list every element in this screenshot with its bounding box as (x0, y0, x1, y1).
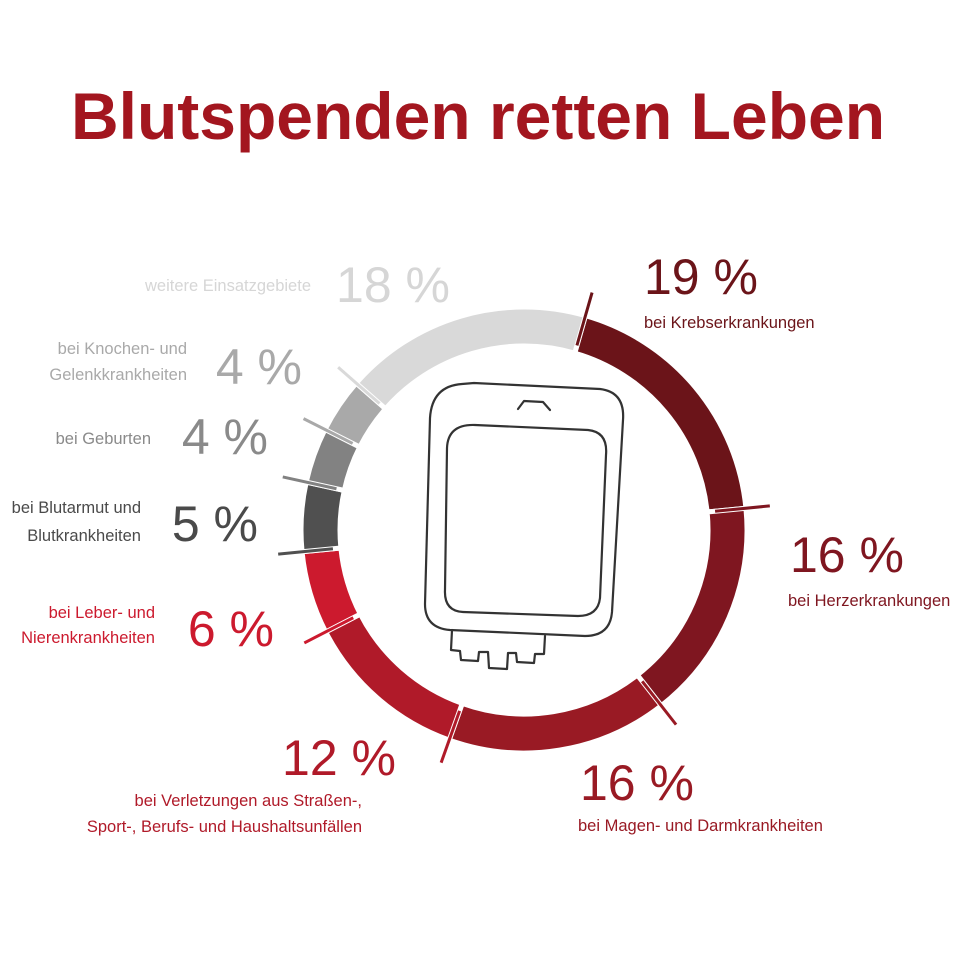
category-label: Gelenkkrankheiten (49, 366, 187, 384)
segment-labels: 19 % bei Krebserkrankungen 16 % bei Herzerk… (12, 249, 951, 836)
category-label: Blutkrankheiten (27, 527, 141, 545)
percent-label: 19 % (644, 249, 758, 305)
percent-label: 18 % (336, 257, 450, 313)
percent-label: 6 % (188, 601, 274, 657)
category-label: bei Krebserkrankungen (644, 314, 815, 332)
category-label: Nierenkrankheiten (21, 629, 155, 647)
category-label: weitere Einsatzgebiete (144, 277, 311, 295)
donut-segment (633, 505, 750, 710)
leader-tick (641, 680, 678, 726)
percent-label: 5 % (172, 496, 258, 552)
category-label: bei Verletzungen aus Straßen-, (135, 792, 362, 810)
leader-tick (302, 417, 354, 445)
donut-segment (298, 479, 348, 555)
leader-tick (575, 292, 594, 346)
donut-ring (298, 304, 750, 756)
donut-segment (352, 304, 589, 413)
category-label: bei Magen- und Darmkrankheiten (578, 817, 823, 835)
blood-bag-icon (423, 381, 625, 671)
donut-segment (571, 312, 749, 515)
percent-label: 4 % (216, 339, 302, 395)
leader-tick (337, 366, 381, 405)
leader-ticks (278, 292, 770, 764)
percent-label: 16 % (790, 527, 904, 583)
percent-label: 16 % (580, 755, 694, 811)
donut-segment (322, 610, 466, 744)
category-label: bei Blutarmut und (12, 499, 141, 517)
leader-tick (303, 616, 354, 645)
leader-tick (278, 547, 334, 556)
category-label: bei Knochen- und (58, 340, 187, 358)
category-label: bei Geburten (56, 430, 151, 448)
leader-tick (439, 710, 462, 764)
leader-tick (282, 475, 337, 491)
category-label: bei Leber- und (49, 604, 155, 622)
leader-tick (714, 504, 770, 513)
percent-label: 12 % (282, 730, 396, 786)
category-label: Sport-, Berufs- und Haushaltsunfällen (87, 818, 362, 836)
chart-title: Blutspenden retten Leben (71, 79, 885, 153)
percent-label: 4 % (182, 409, 268, 465)
donut-segment (445, 671, 665, 756)
category-label: bei Herzerkrankungen (788, 592, 950, 610)
